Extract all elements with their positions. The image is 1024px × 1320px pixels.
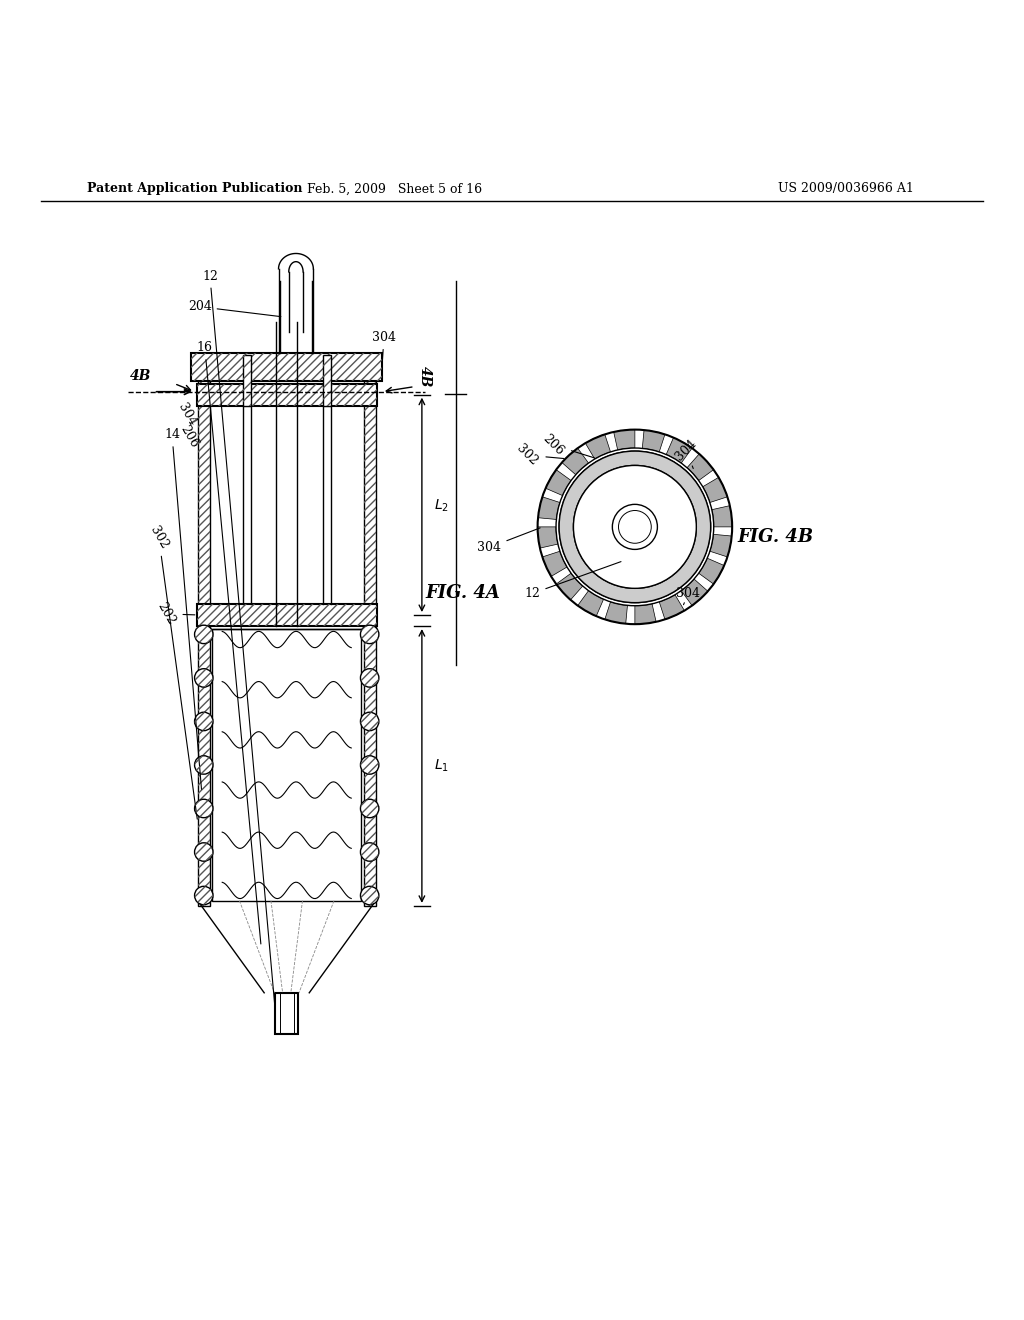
Circle shape (195, 886, 213, 904)
Bar (243, 355, 251, 407)
Wedge shape (562, 449, 589, 475)
Text: 304: 304 (676, 587, 700, 605)
Circle shape (195, 713, 213, 731)
Wedge shape (605, 602, 628, 624)
Text: 202: 202 (155, 601, 195, 627)
Text: 204: 204 (187, 300, 281, 317)
Circle shape (612, 504, 657, 549)
Bar (197, 603, 377, 626)
Bar (243, 355, 251, 407)
Circle shape (195, 626, 213, 644)
Circle shape (195, 800, 213, 817)
Wedge shape (546, 470, 571, 495)
Bar (198, 363, 210, 624)
Wedge shape (556, 573, 583, 599)
Wedge shape (712, 506, 732, 527)
Bar (364, 363, 376, 624)
Text: 16: 16 (197, 341, 261, 944)
Bar (323, 355, 331, 407)
Bar (323, 355, 331, 407)
Text: 206: 206 (540, 432, 594, 458)
Text: FIG. 4B: FIG. 4B (737, 528, 813, 546)
Bar (364, 626, 376, 906)
Wedge shape (642, 430, 665, 451)
Wedge shape (687, 454, 714, 480)
Circle shape (195, 756, 213, 774)
Bar (197, 603, 377, 626)
Circle shape (573, 466, 696, 589)
Bar (197, 384, 377, 407)
Wedge shape (538, 527, 558, 548)
Text: 304: 304 (176, 400, 199, 428)
Circle shape (195, 842, 213, 861)
Bar (191, 352, 382, 381)
Wedge shape (710, 535, 732, 557)
Text: Patent Application Publication: Patent Application Publication (87, 182, 302, 195)
Text: 14: 14 (164, 428, 202, 789)
Text: 302: 302 (514, 442, 564, 469)
Wedge shape (635, 603, 656, 624)
Bar (364, 363, 376, 624)
Circle shape (195, 669, 213, 688)
Circle shape (618, 511, 651, 544)
Wedge shape (538, 496, 560, 520)
Wedge shape (578, 590, 603, 616)
Wedge shape (681, 579, 708, 606)
Text: 4B: 4B (130, 370, 152, 383)
Circle shape (360, 842, 379, 861)
Text: FIG. 4A: FIG. 4A (425, 585, 500, 602)
Text: 206: 206 (178, 424, 201, 450)
Text: $L_1$: $L_1$ (434, 758, 450, 775)
Circle shape (360, 626, 379, 644)
Circle shape (360, 669, 379, 688)
Wedge shape (659, 595, 684, 619)
Text: Feb. 5, 2009   Sheet 5 of 16: Feb. 5, 2009 Sheet 5 of 16 (306, 182, 482, 195)
Wedge shape (667, 438, 692, 463)
Text: 304: 304 (372, 331, 396, 364)
Bar (198, 363, 210, 624)
Wedge shape (613, 429, 635, 450)
Bar (198, 626, 210, 906)
Bar (198, 626, 210, 906)
Text: 12: 12 (202, 269, 275, 1011)
Bar (191, 352, 382, 381)
Text: 12: 12 (524, 561, 621, 599)
Wedge shape (543, 552, 567, 577)
Bar (364, 626, 376, 906)
Text: 304: 304 (477, 528, 540, 554)
Circle shape (360, 800, 379, 817)
Text: $L_2$: $L_2$ (434, 498, 450, 513)
Text: 302: 302 (147, 524, 198, 820)
Text: 4B: 4B (418, 366, 432, 387)
Text: 304: 304 (673, 437, 699, 469)
Circle shape (559, 451, 711, 603)
Circle shape (360, 886, 379, 904)
Bar (275, 993, 298, 1034)
Wedge shape (586, 434, 610, 459)
Circle shape (360, 713, 379, 731)
Bar (197, 384, 377, 407)
Circle shape (556, 447, 714, 606)
Bar (212, 630, 361, 900)
Circle shape (360, 756, 379, 774)
Wedge shape (702, 478, 727, 503)
Wedge shape (698, 558, 724, 583)
Text: US 2009/0036966 A1: US 2009/0036966 A1 (778, 182, 914, 195)
